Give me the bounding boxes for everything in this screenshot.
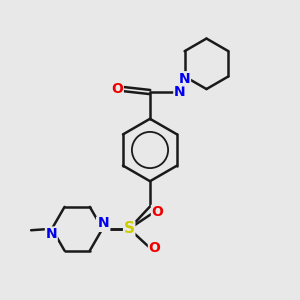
Text: O: O: [152, 206, 164, 219]
Text: N: N: [179, 72, 190, 86]
Text: N: N: [97, 217, 108, 231]
Text: O: O: [148, 241, 160, 255]
Text: O: O: [111, 82, 123, 96]
Text: S: S: [124, 221, 135, 236]
Text: N: N: [98, 216, 110, 230]
Text: N: N: [46, 227, 57, 241]
Text: N: N: [174, 85, 185, 99]
